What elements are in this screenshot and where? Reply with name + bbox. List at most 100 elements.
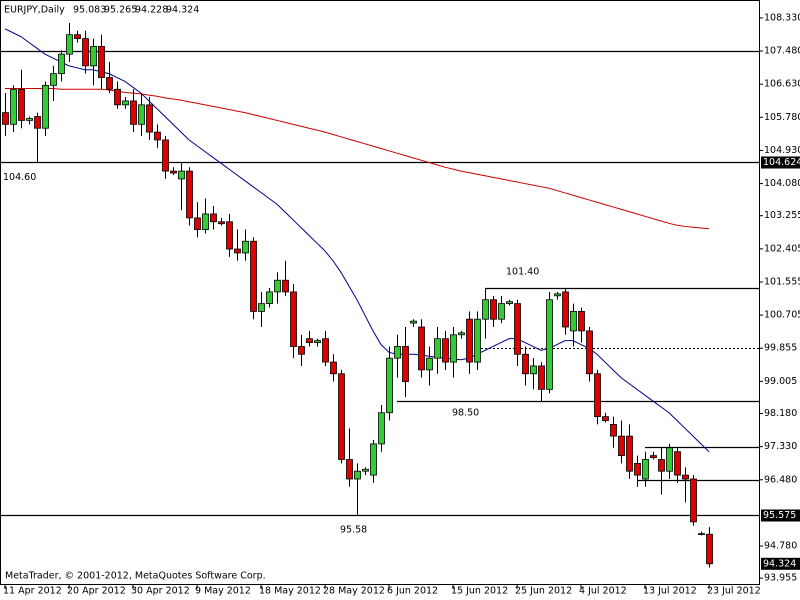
candle-body xyxy=(170,170,177,174)
candle-body xyxy=(690,478,697,523)
candle-body xyxy=(402,346,409,382)
candle-body xyxy=(274,279,281,293)
level-annotation: 98.50 xyxy=(452,408,479,419)
candle-body xyxy=(314,340,321,343)
candle-body xyxy=(226,221,233,250)
x-tick-label: 6 Jun 2012 xyxy=(387,586,438,597)
x-tick-label: 20 Apr 2012 xyxy=(67,586,126,597)
candle-body xyxy=(466,318,473,363)
y-tick-label: 93.955 xyxy=(764,573,797,584)
y-tick-label: 104.080 xyxy=(764,178,800,189)
y-tick-label: 98.180 xyxy=(764,408,797,419)
price-tag: 95.575 xyxy=(763,510,796,521)
candle-body xyxy=(234,248,241,254)
candle-body xyxy=(562,291,569,328)
y-tick-label: 99.855 xyxy=(764,343,797,354)
candle-body xyxy=(450,334,457,363)
candle-body xyxy=(90,45,97,67)
x-tick-label: 18 May 2012 xyxy=(259,586,321,597)
x-tick-label: 9 May 2012 xyxy=(195,586,251,597)
x-tick-label: 23 Jul 2012 xyxy=(707,586,761,597)
y-tick-label: 106.630 xyxy=(764,79,800,90)
candle-body xyxy=(210,213,217,223)
footer: MetaTrader, © 2001-2012, MetaQuotes Soft… xyxy=(5,571,266,582)
y-tick-label: 107.480 xyxy=(764,46,800,57)
price-tag-bg xyxy=(761,509,800,522)
moving-average xyxy=(5,87,710,230)
candle-body xyxy=(362,468,369,472)
candle-body xyxy=(602,416,609,421)
candle-body xyxy=(178,170,185,180)
level-annotation: 101.40 xyxy=(506,267,539,278)
candle-body xyxy=(554,293,561,297)
candle-body xyxy=(306,338,313,343)
current-price-bg xyxy=(761,557,800,570)
candle-body xyxy=(538,365,545,390)
header-low: 94.228 xyxy=(135,5,168,16)
candle-body xyxy=(394,346,401,359)
candle-body xyxy=(34,116,41,129)
candle-body xyxy=(610,424,617,437)
x-tick-label: 30 Apr 2012 xyxy=(131,586,190,597)
y-tick-label: 96.480 xyxy=(764,474,797,485)
candle-body xyxy=(618,435,625,457)
candle-body xyxy=(434,338,441,359)
candle-body xyxy=(698,533,705,535)
candle-body xyxy=(18,88,25,121)
y-tick-label: 97.330 xyxy=(764,441,797,452)
y-tick-label: 99.005 xyxy=(764,376,797,387)
x-tick-label: 13 Jul 2012 xyxy=(643,586,697,597)
candle-body xyxy=(442,338,449,363)
candle-body xyxy=(218,221,225,225)
candle-body xyxy=(354,470,361,480)
y-tick-label: 104.930 xyxy=(764,145,800,156)
x-tick-label: 11 Apr 2012 xyxy=(3,586,62,597)
candle-body xyxy=(338,373,345,460)
header-open: 95.083 xyxy=(73,5,106,16)
candle-body xyxy=(322,338,329,363)
plot-frame xyxy=(0,0,760,585)
y-tick-label: 102.405 xyxy=(764,243,800,254)
current-price: 94.324 xyxy=(763,558,796,569)
candle-body xyxy=(346,459,353,480)
candle-body xyxy=(250,240,257,312)
candle-body xyxy=(290,291,297,347)
candle-body xyxy=(330,361,337,375)
candle-body xyxy=(586,330,593,375)
candle-body xyxy=(98,45,105,78)
candle-body xyxy=(682,474,689,480)
candle-body xyxy=(658,459,665,472)
candle-body xyxy=(266,291,273,305)
candle-body xyxy=(282,279,289,293)
candle-body xyxy=(514,303,521,355)
candle-body xyxy=(378,412,385,445)
candle-body xyxy=(666,447,673,472)
candle-body xyxy=(138,104,145,125)
candle-body xyxy=(482,299,489,320)
candle-body xyxy=(2,112,9,125)
candle-body xyxy=(674,451,681,476)
candle-body xyxy=(530,365,537,375)
candle-body xyxy=(490,299,497,320)
candle-body xyxy=(130,100,137,125)
y-tick-label: 103.255 xyxy=(764,210,800,221)
level-annotation: 104.60 xyxy=(3,172,36,183)
price-tag-bg xyxy=(761,156,800,169)
candle-body xyxy=(426,357,433,371)
candle-body xyxy=(474,318,481,363)
candle-body xyxy=(578,311,585,332)
candle-body xyxy=(498,303,505,320)
candle-body xyxy=(74,34,81,39)
candle-body xyxy=(122,100,129,106)
y-tick-label: 105.780 xyxy=(764,112,800,123)
candle-body xyxy=(650,455,657,458)
candle-body xyxy=(418,326,425,371)
level-annotation: 95.58 xyxy=(340,524,367,535)
candle-body xyxy=(106,77,113,90)
candle-body xyxy=(146,104,153,133)
x-tick-label: 4 Jul 2012 xyxy=(579,586,627,597)
candle-body xyxy=(258,303,265,312)
candle-body xyxy=(370,443,377,476)
